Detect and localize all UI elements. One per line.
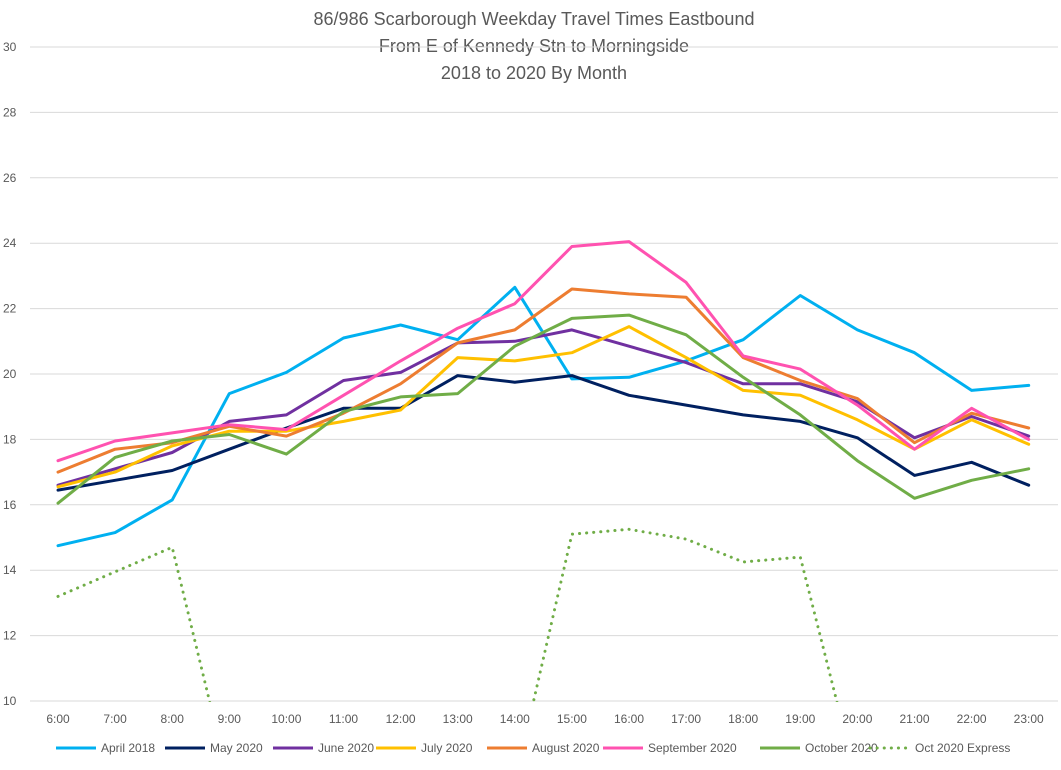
y-tick-label: 30 bbox=[3, 40, 17, 54]
x-tick-label: 7:00 bbox=[103, 712, 127, 726]
x-tick-label: 13:00 bbox=[443, 712, 473, 726]
series-line bbox=[56, 325, 1031, 489]
legend-label: September 2020 bbox=[648, 741, 737, 755]
gridlines bbox=[30, 46, 1058, 702]
legend-label: May 2020 bbox=[210, 741, 263, 755]
legend-label: October 2020 bbox=[805, 741, 878, 755]
series-line bbox=[56, 374, 1031, 492]
y-tick-label: 12 bbox=[3, 629, 17, 643]
y-tick-label: 10 bbox=[3, 694, 17, 708]
chart-title-line-2: From E of Kennedy Stn to Morningside bbox=[379, 36, 689, 56]
x-tick-label: 22:00 bbox=[957, 712, 987, 726]
legend: April 2018 May 2020 June 2020 July 2020 Augu… bbox=[56, 741, 1010, 755]
x-tick-label: 12:00 bbox=[386, 712, 416, 726]
series-october-2020 bbox=[56, 313, 1031, 505]
series-line bbox=[56, 240, 1031, 463]
series-july-2020 bbox=[56, 325, 1031, 489]
legend-item: April 2018 bbox=[56, 741, 155, 755]
y-tick-label: 20 bbox=[3, 367, 17, 381]
x-axis-ticks: 6:00 7:00 8:00 9:00 10:00 11:00 12:00 13:00 14:0… bbox=[46, 712, 1044, 726]
chart-title-line-1: 86/986 Scarborough Weekday Travel Times … bbox=[314, 9, 755, 29]
legend-item: June 2020 bbox=[273, 741, 374, 755]
x-tick-label: 21:00 bbox=[899, 712, 929, 726]
y-tick-label: 16 bbox=[3, 498, 17, 512]
x-tick-label: 8:00 bbox=[161, 712, 185, 726]
x-tick-label: 23:00 bbox=[1014, 712, 1044, 726]
legend-item: October 2020 bbox=[760, 741, 878, 755]
series-lines bbox=[56, 240, 1031, 702]
x-tick-label: 9:00 bbox=[218, 712, 242, 726]
chart-title: 86/986 Scarborough Weekday Travel Times … bbox=[314, 9, 755, 83]
y-tick-label: 28 bbox=[3, 105, 17, 119]
x-tick-label: 6:00 bbox=[46, 712, 70, 726]
y-tick-label: 14 bbox=[3, 563, 17, 577]
chart-title-line-3: 2018 to 2020 By Month bbox=[441, 63, 627, 83]
x-tick-label: 19:00 bbox=[785, 712, 815, 726]
legend-item: Oct 2020 Express bbox=[868, 741, 1010, 755]
legend-item: July 2020 bbox=[376, 741, 473, 755]
series-august-2020 bbox=[56, 287, 1031, 474]
y-tick-label: 24 bbox=[3, 236, 17, 250]
x-tick-label: 17:00 bbox=[671, 712, 701, 726]
y-tick-label: 18 bbox=[3, 432, 17, 446]
series-september-2020 bbox=[56, 240, 1031, 463]
series-may-2020 bbox=[56, 374, 1031, 492]
x-tick-label: 10:00 bbox=[271, 712, 301, 726]
series-oct-2020-express bbox=[56, 527, 839, 702]
x-tick-label: 15:00 bbox=[557, 712, 587, 726]
x-tick-label: 16:00 bbox=[614, 712, 644, 726]
x-tick-label: 20:00 bbox=[842, 712, 872, 726]
legend-label: July 2020 bbox=[421, 741, 473, 755]
x-tick-label: 11:00 bbox=[329, 712, 358, 726]
y-axis-ticks: 10 12 14 16 18 20 22 24 26 28 30 bbox=[3, 40, 17, 708]
series-line bbox=[56, 287, 1031, 474]
x-tick-label: 14:00 bbox=[500, 712, 530, 726]
x-tick-label: 18:00 bbox=[728, 712, 758, 726]
series-line bbox=[56, 545, 212, 702]
legend-label: April 2018 bbox=[101, 741, 155, 755]
series-line bbox=[531, 527, 839, 702]
legend-item: August 2020 bbox=[487, 741, 600, 755]
legend-label: August 2020 bbox=[532, 741, 600, 755]
legend-label: Oct 2020 Express bbox=[915, 741, 1010, 755]
series-june-2020 bbox=[56, 328, 1031, 487]
legend-item: May 2020 bbox=[165, 741, 263, 755]
legend-item: September 2020 bbox=[603, 741, 737, 755]
legend-label: June 2020 bbox=[318, 741, 374, 755]
series-line bbox=[56, 328, 1031, 487]
y-tick-label: 26 bbox=[3, 171, 17, 185]
y-tick-label: 22 bbox=[3, 302, 17, 316]
series-line bbox=[56, 313, 1031, 505]
